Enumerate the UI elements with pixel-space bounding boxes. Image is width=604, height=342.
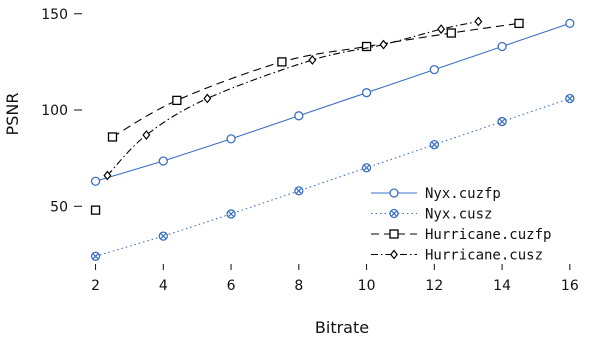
data-point [90,251,101,261]
data-point [294,186,304,196]
x-tick-label: 8 [294,278,303,294]
y-tick-label: 150 [41,7,68,23]
legend-label: Hurricane.cuzfp [425,227,551,243]
data-point [474,16,483,27]
data-point [90,205,101,215]
data-point [172,95,182,106]
data-point [361,88,372,98]
series-line [95,22,571,182]
x-tick-label: 6 [227,278,236,294]
data-point [379,39,388,50]
series-line [112,22,520,138]
y-tick-label: 100 [41,103,68,119]
data-point [429,64,439,75]
x-tick-label: 14 [493,278,511,294]
series-layer [90,16,575,261]
data-point [437,24,446,35]
series-nyx-cuzfp [90,18,575,186]
data-point [497,41,507,52]
x-tick-label: 12 [425,278,443,294]
data-point [103,170,112,181]
legend-marker [389,188,399,198]
legend-label: Nyx.cuzfp [425,186,501,202]
legend-label: Hurricane.cusz [425,248,543,264]
data-point [361,163,372,173]
data-point [514,18,524,29]
data-point [565,18,575,29]
data-point [203,93,212,104]
data-point [308,55,317,65]
x-tick-label: 2 [91,278,100,294]
data-point [565,93,575,104]
data-point [142,130,151,140]
data-point [226,134,236,144]
series-line [107,20,479,176]
legend-label: Nyx.cusz [425,207,492,223]
series-nyx-cusz [90,93,575,261]
data-point [277,57,287,67]
legend: Nyx.cuzfp Nyx.cusz Hurricane.cuzfp Hurrican… [371,186,551,264]
data-point [497,116,507,127]
data-point [429,140,439,150]
y-tick-label: 50 [50,199,68,215]
y-axis-title: PSNR [3,93,22,136]
legend-marker [389,229,399,239]
data-point [158,231,168,241]
data-point [361,41,372,52]
series-hurricane-cuzfp [90,18,524,215]
data-point [294,111,304,121]
data-point [107,132,118,142]
series-hurricane-cusz [103,16,483,181]
data-point [446,28,456,38]
x-axis-title: Bitrate [315,318,369,337]
x-tick-label: 10 [358,278,376,294]
x-tick-label: 4 [159,278,168,294]
legend-marker [389,208,399,219]
data-point [90,176,101,186]
x-tick-label: 16 [561,278,579,294]
axes-layer: 2 4 6 8 10 12 14 16 50 100 150 [41,7,579,294]
legend-marker [390,249,398,260]
data-point [226,209,236,219]
data-point [158,156,168,166]
